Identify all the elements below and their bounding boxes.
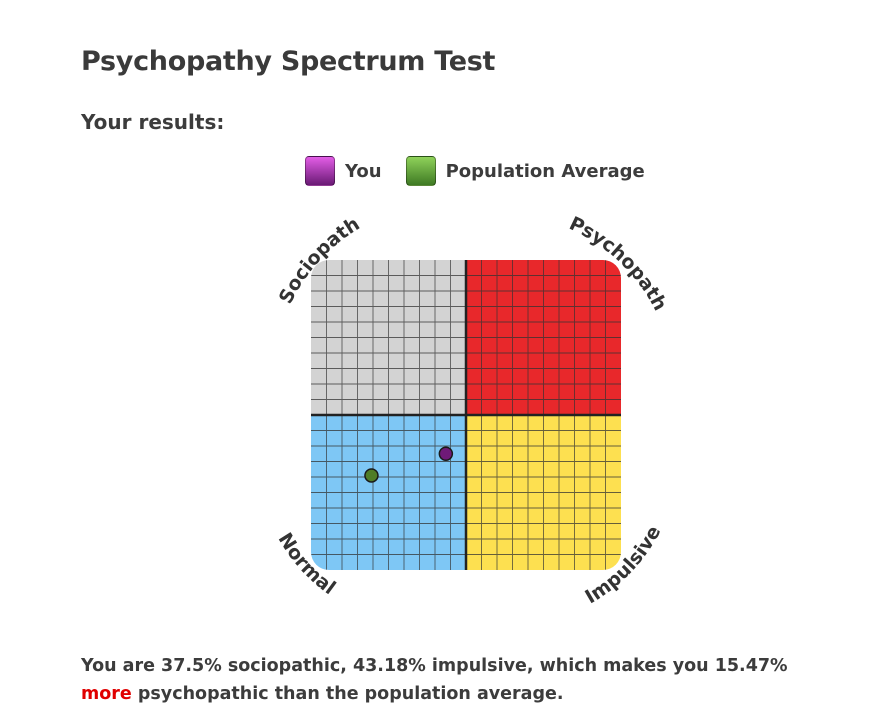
legend-item-you: You	[305, 156, 382, 186]
quadrant-grid	[311, 260, 621, 570]
legend-label-population: Population Average	[445, 160, 645, 182]
result-highlight: more	[81, 684, 132, 704]
result-text-part1: You are 37.5% sociopathic, 43.18% impuls…	[81, 656, 788, 676]
quadrant-chart: Sociopath Psychopath Normal Impulsive	[274, 213, 672, 609]
population-average-point	[364, 468, 379, 483]
you-swatch-icon	[305, 156, 335, 186]
you-point	[438, 446, 454, 461]
result-summary: You are 37.5% sociopathic, 43.18% impuls…	[81, 652, 821, 708]
result-text-part2: psychopathic than the population average…	[131, 684, 564, 704]
population-swatch-icon	[405, 156, 436, 186]
chart-legend: You Population Average	[305, 156, 659, 186]
data-points	[364, 446, 454, 483]
page-title: Psychopathy Spectrum Test	[81, 46, 496, 77]
legend-label-you: You	[345, 160, 382, 182]
results-heading: Your results:	[81, 110, 225, 134]
legend-item-population: Population Average	[405, 156, 645, 186]
